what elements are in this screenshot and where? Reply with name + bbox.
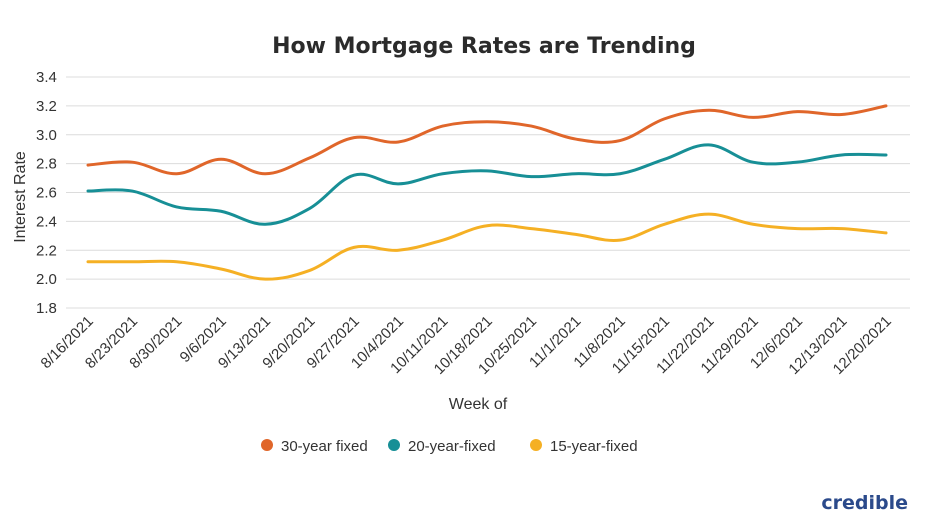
- legend-item-20-year-fixed: 20-year-fixed: [388, 438, 496, 455]
- data-point-20-year-fixed: [618, 172, 622, 176]
- legend-marker: [388, 439, 400, 451]
- data-point-15-year-fixed: [263, 277, 267, 281]
- data-point-20-year-fixed: [86, 189, 90, 193]
- data-point-20-year-fixed: [308, 206, 312, 210]
- data-point-15-year-fixed: [795, 227, 799, 231]
- legend-label: 20-year-fixed: [408, 438, 496, 455]
- y-tick-label: 3.0: [36, 127, 57, 144]
- data-point-20-year-fixed: [352, 173, 356, 177]
- data-point-30-year-fixed: [574, 137, 578, 141]
- data-point-30-year-fixed: [707, 108, 711, 112]
- y-tick-label: 2.6: [36, 185, 57, 202]
- data-point-15-year-fixed: [396, 248, 400, 252]
- data-point-20-year-fixed: [840, 153, 844, 157]
- data-point-30-year-fixed: [308, 156, 312, 160]
- data-point-15-year-fixed: [529, 227, 533, 231]
- y-axis-ticks: 1.8 2.0 2.2 2.4 2.6 2.8 3.0 3.2 3.4: [36, 69, 57, 317]
- x-axis-ticks: 8/16/20218/23/20218/30/20219/6/20219/13/…: [38, 313, 895, 378]
- series-line-20-year-fixed: [86, 143, 888, 226]
- data-point-20-year-fixed: [707, 143, 711, 147]
- x-axis-label: Week of: [449, 396, 508, 413]
- legend: 30-year fixed 20-year-fixed 15-year-fixed: [261, 438, 638, 455]
- data-point-15-year-fixed: [662, 222, 666, 226]
- legend-label: 30-year fixed: [281, 438, 368, 455]
- data-point-15-year-fixed: [485, 224, 489, 228]
- data-point-30-year-fixed: [485, 120, 489, 124]
- data-point-15-year-fixed: [130, 260, 134, 264]
- y-axis-label: Interest Rate: [12, 151, 29, 243]
- data-point-30-year-fixed: [884, 104, 888, 108]
- data-point-20-year-fixed: [219, 209, 223, 213]
- data-point-15-year-fixed: [175, 260, 179, 264]
- y-tick-label: 2.8: [36, 156, 57, 173]
- chart-title: How Mortgage Rates are Trending: [272, 34, 696, 59]
- data-point-30-year-fixed: [751, 115, 755, 119]
- data-point-15-year-fixed: [840, 227, 844, 231]
- data-point-15-year-fixed: [574, 232, 578, 236]
- series-line-15-year-fixed: [86, 212, 888, 281]
- data-point-30-year-fixed: [396, 140, 400, 144]
- data-point-20-year-fixed: [396, 182, 400, 186]
- data-point-20-year-fixed: [795, 160, 799, 164]
- data-point-15-year-fixed: [86, 260, 90, 264]
- y-tick-label: 2.4: [36, 213, 57, 230]
- y-tick-label: 2.2: [36, 242, 57, 259]
- data-point-30-year-fixed: [529, 124, 533, 128]
- y-tick-label: 1.8: [36, 300, 57, 317]
- data-point-15-year-fixed: [441, 238, 445, 242]
- data-point-20-year-fixed: [441, 172, 445, 176]
- data-point-20-year-fixed: [529, 175, 533, 179]
- data-point-15-year-fixed: [308, 268, 312, 272]
- data-point-20-year-fixed: [574, 172, 578, 176]
- data-point-30-year-fixed: [618, 139, 622, 143]
- data-point-30-year-fixed: [130, 160, 134, 164]
- data-point-30-year-fixed: [86, 163, 90, 167]
- data-point-15-year-fixed: [219, 267, 223, 271]
- series-line-30-year-fixed: [86, 104, 888, 176]
- y-tick-label: 3.4: [36, 69, 57, 86]
- y-tick-label: 3.2: [36, 98, 57, 115]
- credible-logo: credible: [821, 492, 908, 514]
- legend-marker: [261, 439, 273, 451]
- data-point-20-year-fixed: [263, 222, 267, 226]
- y-tick-label: 2.0: [36, 271, 57, 288]
- legend-item-15-year-fixed: 15-year-fixed: [530, 438, 638, 455]
- data-point-15-year-fixed: [707, 212, 711, 216]
- data-point-20-year-fixed: [751, 160, 755, 164]
- data-point-30-year-fixed: [263, 172, 267, 176]
- gridlines: [66, 76, 910, 309]
- legend-item-30-year-fixed: 30-year fixed: [261, 438, 368, 455]
- data-point-30-year-fixed: [795, 110, 799, 114]
- data-point-15-year-fixed: [352, 245, 356, 249]
- data-point-30-year-fixed: [175, 172, 179, 176]
- data-point-30-year-fixed: [840, 113, 844, 117]
- data-point-20-year-fixed: [175, 205, 179, 209]
- data-point-30-year-fixed: [441, 124, 445, 128]
- data-point-20-year-fixed: [884, 153, 888, 157]
- legend-marker: [530, 439, 542, 451]
- legend-label: 15-year-fixed: [550, 438, 638, 455]
- data-point-20-year-fixed: [662, 157, 666, 161]
- data-point-30-year-fixed: [662, 117, 666, 121]
- data-point-20-year-fixed: [130, 189, 134, 193]
- data-point-15-year-fixed: [884, 231, 888, 235]
- data-point-15-year-fixed: [618, 238, 622, 242]
- data-point-15-year-fixed: [751, 222, 755, 226]
- data-point-30-year-fixed: [219, 157, 223, 161]
- data-point-20-year-fixed: [485, 169, 489, 173]
- data-point-30-year-fixed: [352, 136, 356, 140]
- series-lines: [86, 104, 888, 281]
